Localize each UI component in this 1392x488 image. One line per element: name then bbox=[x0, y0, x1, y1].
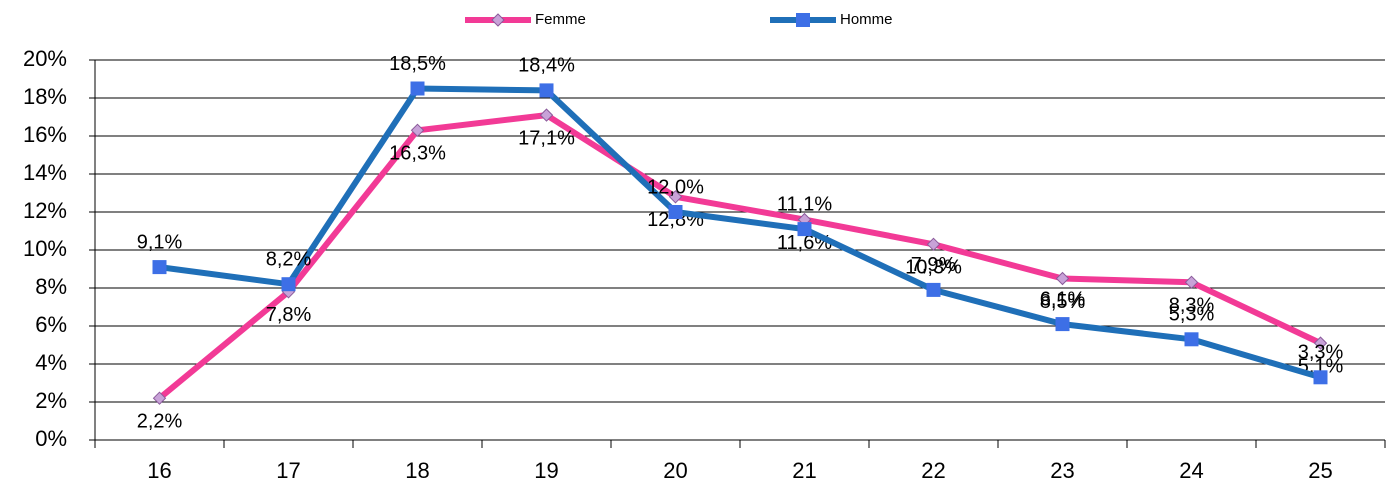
y-tick-label: 16% bbox=[23, 122, 67, 147]
marker bbox=[668, 205, 683, 219]
x-tick-label: 20 bbox=[663, 458, 687, 483]
marker bbox=[1184, 275, 1199, 290]
marker bbox=[926, 237, 941, 252]
value-label: 18,5% bbox=[389, 53, 446, 75]
y-tick-label: 20% bbox=[23, 46, 67, 71]
x-tick-label: 19 bbox=[534, 458, 558, 483]
value-label: 17,1% bbox=[518, 127, 575, 149]
marker bbox=[1313, 370, 1328, 385]
legend-label: Femme bbox=[535, 11, 586, 28]
value-label: 6,1% bbox=[1040, 288, 1086, 310]
value-label: 18,4% bbox=[518, 55, 575, 77]
marker bbox=[281, 277, 296, 292]
marker bbox=[1055, 271, 1070, 286]
marker bbox=[1055, 317, 1070, 332]
value-label: 8,5% bbox=[1040, 291, 1086, 313]
marker bbox=[152, 260, 167, 275]
value-label: 7,8% bbox=[266, 304, 312, 326]
value-label: 10,3% bbox=[905, 257, 962, 279]
legend-marker bbox=[796, 13, 810, 27]
x-tick-label: 22 bbox=[921, 458, 945, 483]
legend-label: Homme bbox=[840, 11, 893, 28]
y-tick-label: 8% bbox=[35, 274, 67, 299]
value-label: 2,2% bbox=[137, 410, 183, 432]
marker bbox=[797, 222, 812, 237]
value-label: 11,1% bbox=[777, 193, 832, 215]
y-tick-label: 18% bbox=[23, 84, 67, 109]
marker bbox=[410, 81, 425, 96]
x-tick-label: 23 bbox=[1050, 458, 1074, 483]
series-line bbox=[159, 85, 1322, 381]
value-label: 12,0% bbox=[647, 176, 704, 198]
marker bbox=[1184, 332, 1199, 347]
marker bbox=[152, 391, 167, 405]
value-label: 8,2% bbox=[266, 248, 312, 270]
value-label: 16,3% bbox=[389, 143, 446, 165]
value-label: 3,3% bbox=[1298, 342, 1344, 364]
y-tick-label: 0% bbox=[35, 426, 67, 451]
series-line bbox=[157, 112, 1322, 401]
x-tick-label: 17 bbox=[276, 458, 300, 483]
legend-marker bbox=[491, 13, 505, 27]
value-label: 9,1% bbox=[137, 231, 183, 253]
marker bbox=[410, 123, 425, 138]
y-tick-label: 2% bbox=[35, 388, 67, 413]
x-tick-label: 18 bbox=[405, 458, 429, 483]
x-tick-label: 24 bbox=[1179, 458, 1203, 483]
x-tick-label: 25 bbox=[1308, 458, 1332, 483]
marker bbox=[926, 282, 941, 297]
marker bbox=[1313, 336, 1328, 350]
y-tick-label: 14% bbox=[23, 160, 67, 185]
marker bbox=[539, 108, 554, 122]
marker bbox=[539, 83, 554, 98]
y-tick-label: 12% bbox=[23, 198, 67, 223]
x-tick-label: 21 bbox=[792, 458, 816, 483]
marker bbox=[668, 190, 683, 204]
y-tick-label: 10% bbox=[23, 236, 67, 261]
y-tick-label: 4% bbox=[35, 350, 67, 375]
value-label: 5,3% bbox=[1169, 304, 1215, 326]
x-tick-label: 16 bbox=[147, 458, 171, 483]
value-label: 8,3% bbox=[1169, 295, 1215, 317]
value-label: 7,9% bbox=[911, 254, 957, 276]
y-tick-label: 6% bbox=[35, 312, 67, 337]
